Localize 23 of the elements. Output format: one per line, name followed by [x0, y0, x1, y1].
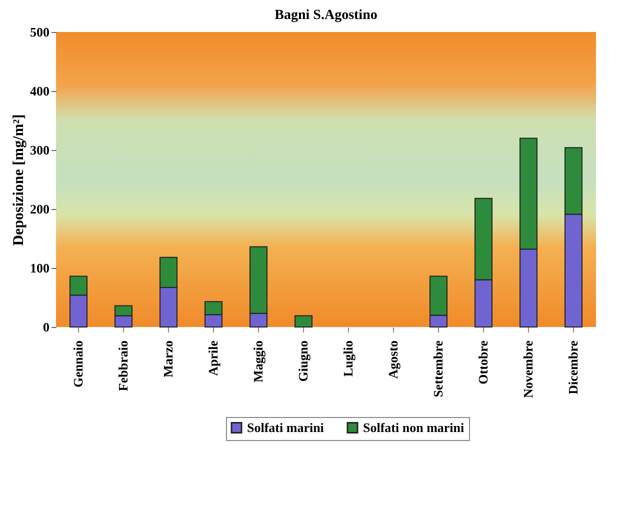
bar — [294, 315, 313, 328]
y-tick-label: 200 — [30, 202, 50, 216]
x-tick-label: Ottobre — [476, 340, 490, 384]
x-tick-label: Novembre — [520, 340, 536, 398]
x-tick-label: Settembre — [430, 340, 446, 398]
x-tick-label: Gennaio — [70, 340, 86, 388]
y-tick-label: 500 — [30, 24, 50, 40]
x-tick-label: Maggio — [250, 340, 266, 382]
y-axis-title: Deposizione [mg/m²] — [11, 114, 27, 246]
y-tick-label: 100 — [30, 260, 50, 276]
y-tick-label: 400 — [30, 84, 50, 98]
chart-title: Bagni S.Agostino — [274, 8, 378, 23]
legend-label: Solfati marini — [247, 420, 324, 435]
x-tick-label: Aprile — [206, 340, 220, 376]
x-tick-label: Luglio — [340, 340, 356, 377]
y-tick-label: 300 — [30, 142, 50, 158]
x-tick-label: Agosto — [386, 340, 400, 379]
x-tick-label: Giugno — [296, 340, 310, 382]
y-tick-label: 0 — [43, 320, 50, 334]
x-tick-label: Marzo — [160, 340, 176, 378]
x-tick-label: Dicembre — [566, 340, 580, 394]
x-tick-label: Febbraio — [116, 340, 130, 392]
legend-label: Solfati non marini — [363, 420, 465, 435]
